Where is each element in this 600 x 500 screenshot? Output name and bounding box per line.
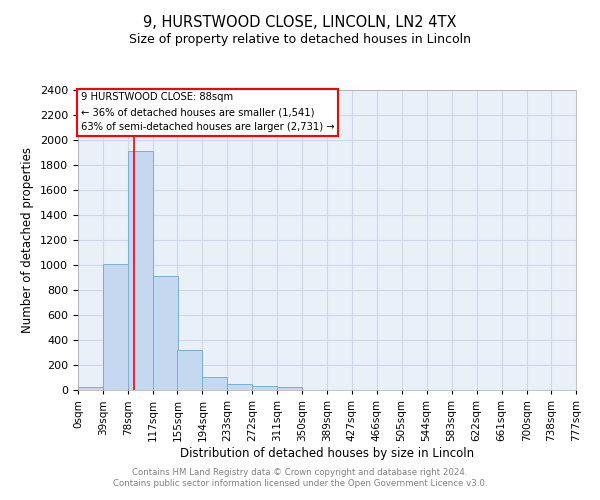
Bar <box>277 387 302 390</box>
Bar <box>128 151 153 390</box>
Bar <box>178 350 202 390</box>
Text: Contains HM Land Registry data © Crown copyright and database right 2024.
Contai: Contains HM Land Registry data © Crown c… <box>113 468 487 487</box>
Bar <box>153 276 178 390</box>
Bar <box>253 386 277 390</box>
Bar <box>103 264 128 390</box>
Text: Size of property relative to detached houses in Lincoln: Size of property relative to detached ho… <box>129 32 471 46</box>
Bar <box>78 387 103 390</box>
Text: 9, HURSTWOOD CLOSE, LINCOLN, LN2 4TX: 9, HURSTWOOD CLOSE, LINCOLN, LN2 4TX <box>143 15 457 30</box>
Bar <box>202 377 227 390</box>
X-axis label: Distribution of detached houses by size in Lincoln: Distribution of detached houses by size … <box>180 446 474 460</box>
Text: 9 HURSTWOOD CLOSE: 88sqm
← 36% of detached houses are smaller (1,541)
63% of sem: 9 HURSTWOOD CLOSE: 88sqm ← 36% of detach… <box>80 92 334 132</box>
Y-axis label: Number of detached properties: Number of detached properties <box>22 147 34 333</box>
Bar <box>227 384 253 390</box>
